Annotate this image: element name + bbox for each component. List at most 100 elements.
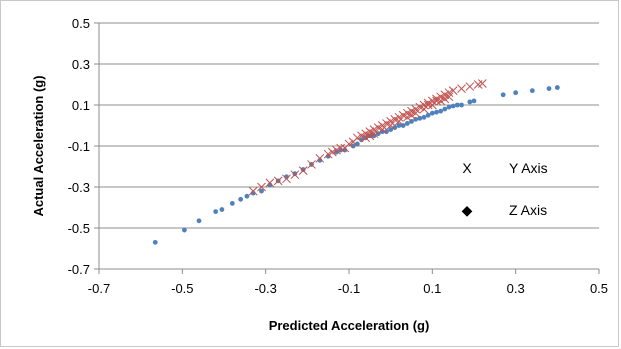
z-axis-data-point bbox=[421, 114, 427, 120]
x-tick-label: -0.7 bbox=[88, 281, 110, 296]
y-axis-data-point bbox=[273, 176, 283, 186]
y-axis-marker-stroke bbox=[336, 143, 346, 153]
legend-label: Y Axis bbox=[509, 160, 548, 176]
y-axis-marker-stroke bbox=[369, 129, 379, 139]
y-axis-marker-stroke bbox=[307, 160, 316, 169]
y-axis-marker-stroke bbox=[444, 92, 454, 102]
y-axis-marker-stroke bbox=[398, 110, 408, 120]
z-axis-data-point bbox=[442, 106, 448, 112]
y-axis-data-point bbox=[365, 131, 375, 141]
z-axis-data-point bbox=[213, 209, 219, 215]
z-axis-data-point bbox=[259, 188, 264, 194]
y-axis-marker-stroke bbox=[365, 131, 375, 141]
y-axis-marker-stroke bbox=[257, 182, 266, 192]
y-tick-label: -0.3 bbox=[68, 180, 90, 195]
y-axis-marker-stroke bbox=[386, 121, 396, 130]
y-axis-marker-stroke bbox=[282, 174, 291, 184]
y-axis-marker-stroke bbox=[394, 112, 404, 122]
y-axis-data-point bbox=[457, 84, 466, 93]
y-axis-data-point bbox=[361, 133, 371, 143]
y-axis-marker-stroke bbox=[440, 94, 450, 104]
y-axis-marker-stroke bbox=[477, 79, 487, 88]
y-axis-data-point bbox=[411, 108, 421, 118]
y-axis-data-point bbox=[386, 117, 396, 126]
y-axis-data-point bbox=[402, 112, 412, 122]
z-axis-data-point bbox=[182, 227, 187, 233]
y-axis-data-point bbox=[377, 121, 387, 130]
label-layer: -0.7 -0.5 -0.3 -0.1 0.1 0.3 0.5 -0.7 -0.5 -0.3 -0.… bbox=[31, 16, 608, 333]
z-axis-data-point bbox=[546, 86, 552, 91]
z-axis-data-point bbox=[425, 112, 431, 118]
z-axis-data-point bbox=[417, 115, 423, 121]
y-axis-data-point bbox=[336, 143, 346, 153]
y-tick-label: -0.1 bbox=[68, 139, 90, 154]
z-axis-data-point bbox=[467, 99, 473, 105]
y-axis-marker-stroke bbox=[373, 123, 383, 132]
grid-layer bbox=[99, 22, 599, 270]
y-axis-data-point bbox=[327, 147, 337, 157]
y-axis-marker-stroke bbox=[444, 88, 454, 98]
y-axis-data-point bbox=[357, 131, 366, 141]
x-tick-label: 0.1 bbox=[423, 281, 441, 296]
y-axis-data-point bbox=[377, 125, 387, 134]
y-tick-label: 0.5 bbox=[72, 16, 90, 31]
y-axis-marker-stroke bbox=[344, 139, 354, 149]
y-axis-marker-stroke bbox=[386, 117, 396, 126]
y-axis-data-point bbox=[407, 106, 416, 116]
y-axis-marker-stroke bbox=[290, 170, 300, 180]
y-axis-marker-stroke bbox=[390, 114, 400, 124]
y-tick-label: 0.1 bbox=[72, 98, 90, 113]
y-axis-marker-stroke bbox=[369, 125, 379, 134]
y-axis-data-point bbox=[419, 100, 429, 110]
y-tick-label: 0.3 bbox=[72, 57, 90, 72]
y-axis-marker-stroke bbox=[407, 110, 416, 120]
y-axis-data-point bbox=[444, 92, 454, 102]
z-axis-data-point bbox=[219, 207, 225, 212]
y-axis-marker-stroke bbox=[436, 96, 446, 106]
y-axis-marker-stroke bbox=[457, 84, 466, 93]
y-axis-marker-stroke bbox=[327, 147, 337, 157]
y-axis-data-point bbox=[361, 129, 371, 139]
y-axis-data-point bbox=[373, 123, 383, 132]
y-axis-marker-stroke bbox=[377, 125, 387, 134]
legend-marker: ◆ bbox=[462, 202, 473, 218]
z-axis-data-point bbox=[404, 121, 410, 126]
y-axis-data-point bbox=[423, 98, 433, 108]
y-axis-marker-stroke bbox=[382, 119, 391, 128]
y-axis-marker-stroke bbox=[423, 100, 433, 110]
y-axis-data-point bbox=[332, 145, 341, 155]
z-axis-data-point bbox=[446, 104, 452, 110]
z-axis-data-point bbox=[459, 102, 464, 108]
y-axis-data-point bbox=[365, 127, 375, 137]
y-axis-data-point bbox=[436, 96, 446, 106]
y-axis-marker-stroke bbox=[323, 149, 333, 159]
z-axis-data-point bbox=[500, 92, 506, 98]
y-tick-label: -0.5 bbox=[68, 221, 90, 236]
z-axis-data-point bbox=[434, 109, 439, 115]
z-axis-data-point bbox=[244, 193, 250, 199]
y-axis-data-point bbox=[257, 182, 266, 192]
z-axis-data-point bbox=[152, 239, 158, 245]
y-axis-data-point bbox=[423, 100, 433, 110]
y-axis-data-point bbox=[394, 117, 404, 126]
y-axis-data-point bbox=[432, 96, 441, 106]
y-axis-data-point bbox=[432, 94, 441, 104]
legend: X Y Axis ◆ Z Axis bbox=[462, 160, 548, 218]
y-axis-data-point bbox=[282, 174, 291, 184]
y-axis-data-point bbox=[344, 139, 354, 149]
x-axis-title: Predicted Acceleration (g) bbox=[269, 318, 430, 333]
y-axis-data-point bbox=[407, 110, 416, 120]
y-axis-data-point bbox=[398, 110, 408, 120]
x-tick-label: -0.1 bbox=[338, 281, 360, 296]
z-axis-data-point bbox=[429, 110, 435, 116]
y-axis-marker-stroke bbox=[432, 94, 441, 104]
y-axis-data-point bbox=[440, 90, 450, 100]
y-axis-data-point bbox=[477, 79, 487, 88]
y-axis-data-point bbox=[248, 186, 258, 196]
y-axis-marker-stroke bbox=[361, 133, 371, 143]
y-axis-marker-stroke bbox=[315, 153, 325, 163]
z-axis-data-point bbox=[513, 90, 519, 96]
y-axis-data-point bbox=[444, 88, 454, 98]
